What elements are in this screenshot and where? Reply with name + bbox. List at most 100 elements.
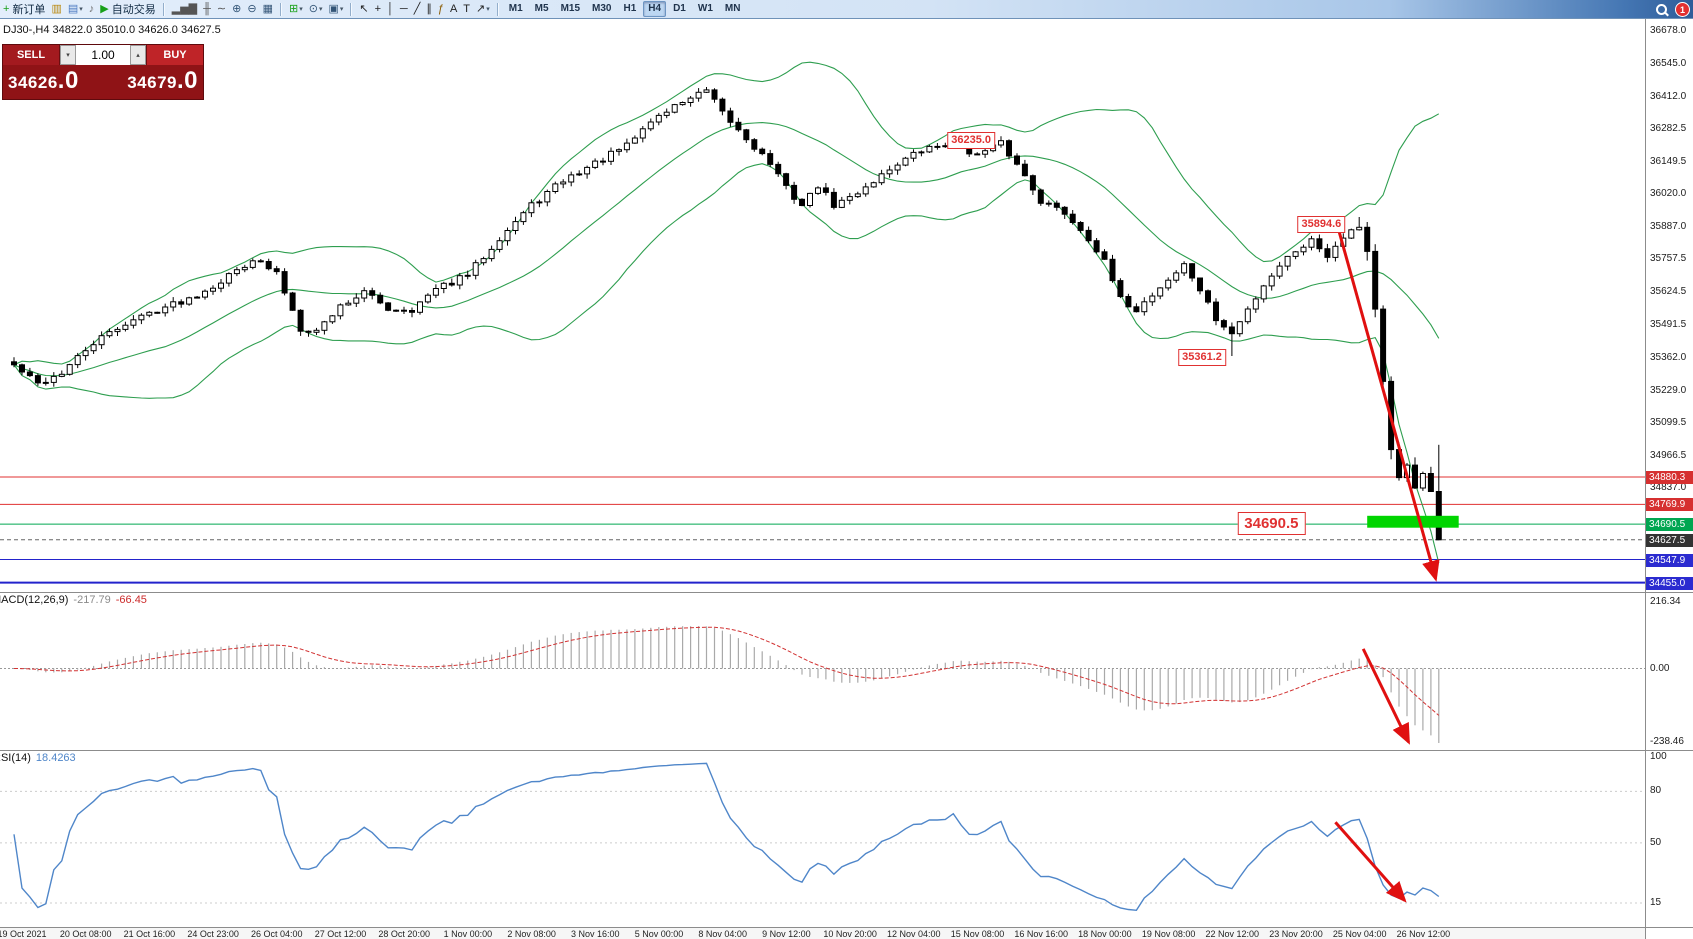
trend-arrow[interactable] (1361, 648, 1410, 745)
new-order-button[interactable]: + 新订单 (0, 1, 48, 17)
time-label: 5 Nov 00:00 (634, 929, 684, 939)
new-order-button-label: 新订单 (12, 4, 46, 16)
candle-body (1213, 301, 1219, 322)
candle-body (1029, 175, 1036, 191)
candle-body (838, 199, 845, 208)
price-chart[interactable] (0, 18, 1645, 592)
volume-down-button[interactable]: ▾ (60, 45, 76, 65)
fibonacci-button[interactable]: ƒ (435, 1, 447, 17)
timeframe-m30-button[interactable]: M30 (592, 3, 612, 14)
horizontal-line-icon: ─ (399, 3, 408, 15)
indicators-button[interactable]: ⊞ ▾ (286, 1, 306, 17)
buy-price[interactable]: 34679.0 (127, 67, 198, 94)
candle-body (1268, 275, 1275, 287)
price-tick: 35624.5 (1650, 286, 1687, 298)
sell-button[interactable]: SELL (3, 45, 60, 65)
time-label: 9 Nov 12:00 (762, 929, 811, 939)
candle-body (361, 290, 368, 299)
rsi-scale-tick: 100 (1650, 751, 1667, 762)
line-chart-type-button[interactable]: ∼ (214, 1, 229, 17)
price-scale[interactable]: 36678.0 36545.0 36412.0 36282.5 36149.5 36020… (1645, 18, 1693, 939)
channel-button[interactable]: ∥ (423, 1, 435, 17)
timeframe-mn-button[interactable]: MN (724, 3, 741, 14)
candle-body (1308, 238, 1315, 248)
timeframe-m5-button[interactable]: M5 (534, 3, 549, 14)
price-annotation-34690.5[interactable]: 34690.5 (1237, 512, 1306, 536)
time-label: 8 Nov 04:00 (698, 929, 747, 939)
price-tag-34627.5: 34627.5 (1646, 533, 1693, 547)
divider-chart-macd[interactable] (0, 592, 1693, 593)
trend-arrow[interactable] (1334, 821, 1407, 903)
candle-body (385, 302, 392, 311)
text-label-button[interactable]: T (460, 1, 473, 17)
time-axis[interactable]: 19 Oct 2021 20 Oct 08:00 21 Oct 16:00 24 Oc… (0, 928, 1645, 939)
templates-button[interactable]: ▣ ▾ (325, 1, 346, 17)
tile-windows-button[interactable]: ▦ (260, 1, 276, 17)
trendline-button[interactable]: ╱ (411, 1, 424, 17)
volume-up-button[interactable]: ▴ (130, 45, 146, 65)
periods-button[interactable]: ⊙ ▾ (306, 1, 326, 17)
bar-chart-type-button[interactable]: ▂▅▇ (169, 1, 200, 17)
candle-body (178, 301, 185, 305)
alerts-button[interactable]: ♪ (86, 1, 98, 17)
divider-macd-rsi[interactable] (0, 750, 1693, 751)
bollinger-lower-band[interactable] (13, 163, 1440, 564)
timeframe-w1-button[interactable]: W1 (697, 3, 713, 14)
charts-window-button[interactable]: ▥ (48, 1, 64, 17)
candlestick-type-button[interactable]: ╫ (200, 1, 214, 17)
toolbar-items: + 新订单 ▥ ▤ ▾ ♪ ▶ 自动交易 ▂▅▇ ╫ ∼ ⊕ ⊖ ▦ ⊞ ▾ ⊙ ▾ ▣ ▾ ↖ + │ ─ ╱ ∥ ƒ A T ↗ ▾ M1… (0, 1, 746, 17)
timeframe-d1-button[interactable]: D1 (673, 3, 686, 14)
rsi-scale-tick: 80 (1650, 785, 1662, 797)
chevron-down-icon: ▾ (486, 6, 490, 13)
candle-body (687, 97, 694, 103)
candle-body (1149, 295, 1156, 303)
profiles-button[interactable]: ▤ ▾ (65, 1, 86, 17)
candle-body (1085, 229, 1092, 242)
sell-price[interactable]: 34626.0 (8, 67, 79, 94)
price-annotation-35361.2[interactable]: 35361.2 (1178, 348, 1226, 366)
candle-body (655, 114, 662, 123)
autotrading-button[interactable]: ▶ 自动交易 (97, 1, 158, 17)
candle-body (480, 258, 487, 264)
candle-body (695, 91, 702, 99)
timeframe-h4-button[interactable]: H4 (643, 1, 667, 17)
trend-arrow[interactable] (1336, 226, 1440, 582)
text-button[interactable]: A (447, 1, 460, 17)
support-highlight-rect[interactable] (1367, 515, 1459, 528)
candle-body (241, 266, 248, 271)
crosshair-button[interactable]: + (372, 1, 384, 17)
timeframe-m1-button[interactable]: M1 (508, 3, 523, 14)
cursor-button[interactable]: ↖ (356, 1, 371, 17)
time-label: 2 Nov 08:00 (507, 929, 556, 939)
candle-body (1260, 285, 1267, 300)
candle-body (1435, 491, 1442, 541)
candle-body (568, 174, 575, 183)
rsi-label: RSI(14)18.4263 (0, 752, 76, 764)
candle-body (273, 268, 280, 273)
buy-button[interactable]: BUY (146, 45, 203, 65)
toolbar: + 新订单 ▥ ▤ ▾ ♪ ▶ 自动交易 ▂▅▇ ╫ ∼ ⊕ ⊖ ▦ ⊞ ▾ ⊙ ▾ ▣ ▾ ↖ + │ ─ ╱ ∥ ƒ A T ↗ ▾ M1… (0, 0, 1693, 19)
zoom-out-button[interactable]: ⊖ (244, 1, 259, 17)
horizontal-line-button[interactable]: ─ (397, 1, 411, 17)
rsi-panel[interactable] (0, 750, 1645, 927)
candles (11, 87, 1442, 541)
search-icon[interactable] (1656, 4, 1667, 15)
timeframe-h1-button[interactable]: H1 (623, 3, 637, 14)
candle-body (1053, 202, 1060, 208)
macd-panel[interactable] (0, 592, 1645, 750)
bollinger-middle-band[interactable] (13, 122, 1440, 377)
arrows-button[interactable]: ↗ ▾ (473, 1, 493, 17)
bollinger-upper-band[interactable] (13, 61, 1440, 366)
vertical-line-button[interactable]: │ (384, 1, 397, 17)
line-chart-type-icon: ∼ (216, 3, 227, 15)
price-annotation-36235.0[interactable]: 36235.0 (947, 131, 995, 149)
timeframe-m15-button[interactable]: M15 (560, 3, 581, 14)
price-annotation-35894.6[interactable]: 35894.6 (1297, 216, 1346, 234)
volume-input[interactable] (76, 45, 130, 65)
candle-body (106, 331, 113, 337)
notification-badge[interactable]: 1 (1675, 2, 1690, 17)
candle-body (1292, 251, 1299, 257)
candle-body (146, 311, 153, 316)
candle-body (512, 221, 519, 232)
zoom-in-button[interactable]: ⊕ (229, 1, 244, 17)
